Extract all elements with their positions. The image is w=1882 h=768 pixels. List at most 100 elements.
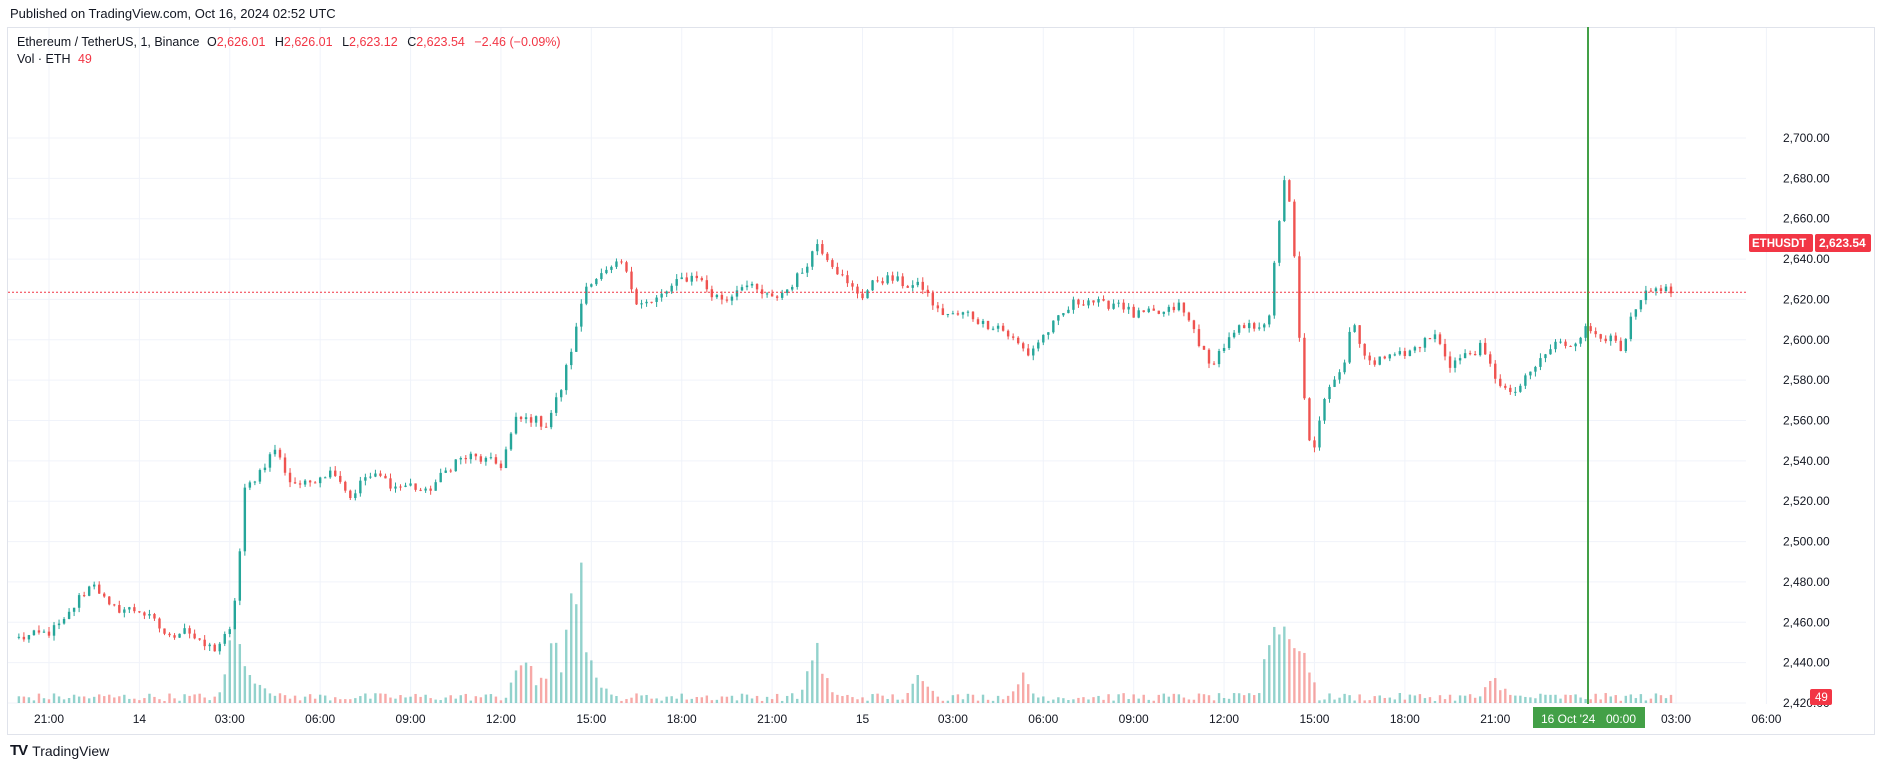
volume-bar [991, 700, 995, 703]
volume-bar [288, 698, 292, 703]
x-tick-label: 03:00 [938, 712, 968, 726]
volume-bar [1539, 693, 1542, 703]
volume-bar [519, 665, 523, 703]
candle-up [1393, 354, 1397, 356]
x-tick-label: 06:00 [1028, 712, 1058, 726]
grid-lines [8, 28, 1767, 704]
volume-bar [1383, 697, 1386, 703]
footer-brand[interactable]: TV TradingView [10, 742, 109, 759]
candle-down [499, 463, 503, 469]
volume-bar [218, 692, 221, 703]
x-tick-label: 14 [133, 712, 147, 726]
volume-bar [775, 693, 779, 703]
volume-bar [278, 693, 282, 703]
candle-down [379, 473, 382, 476]
candle-down [1192, 320, 1196, 330]
volume-bar [499, 700, 503, 703]
candle-up [223, 633, 226, 644]
volume-bar [976, 700, 980, 703]
volume-bar [17, 696, 21, 703]
volume-bar [981, 694, 985, 703]
candle-up [1529, 371, 1532, 376]
candle-down [313, 482, 317, 484]
candle-up [1524, 375, 1527, 386]
volume-bar [419, 696, 422, 703]
candle-up [62, 618, 66, 624]
volume-bar [1072, 699, 1075, 703]
candle-down [625, 262, 628, 272]
volume-bar [740, 693, 744, 703]
volume-bar [615, 695, 618, 703]
volume-bar [1278, 634, 1281, 703]
candle-up [1433, 334, 1437, 340]
volume-bar [1509, 694, 1512, 703]
candle-down [153, 614, 156, 619]
volume-bar [1217, 693, 1221, 703]
volume-bar [253, 683, 257, 703]
candle-down [449, 470, 452, 472]
volume-bar [489, 694, 493, 703]
candle-up [1574, 343, 1577, 347]
volume-bar [1097, 695, 1100, 703]
volume-bar [118, 696, 121, 703]
volume-bar [1478, 696, 1482, 703]
volume-bar [560, 672, 563, 703]
candle-up [886, 275, 889, 284]
candle-up [655, 297, 658, 302]
volume-bar [1117, 694, 1120, 703]
candle-up [424, 488, 427, 491]
volume-bar [1363, 700, 1366, 703]
candle-up [1072, 299, 1075, 310]
candle-down [1107, 300, 1110, 309]
volume-bar [1589, 699, 1592, 703]
candle-up [1458, 358, 1462, 361]
volume-bar [1453, 700, 1457, 703]
volume-bar [1669, 694, 1673, 703]
candle-down [1298, 256, 1301, 338]
candle-up [303, 480, 307, 485]
candle-down [695, 275, 698, 279]
candle-down [1564, 341, 1567, 346]
candle-up [1609, 335, 1612, 342]
volume-bar [143, 698, 146, 703]
volume-bar [1393, 699, 1397, 703]
legend-high-value: 2,626.01 [283, 35, 333, 49]
candle-down [1669, 286, 1673, 294]
y-tick-label: 2,500.00 [1783, 535, 1830, 549]
candle-up [660, 293, 663, 298]
volume-bar [98, 694, 101, 703]
candle-down [770, 293, 774, 297]
volume-bar [308, 694, 312, 703]
volume-bar [549, 643, 553, 703]
candle-down [384, 475, 387, 479]
volume-bar [1157, 694, 1160, 703]
volume-bar [585, 652, 588, 703]
volume-bar [871, 694, 874, 703]
volume-bar [248, 675, 252, 703]
price-label[interactable]: ETHUSDT 2,623.54 [1749, 234, 1871, 252]
candle-down [846, 275, 849, 284]
volume-bar [590, 660, 593, 703]
candle-down [188, 628, 191, 634]
volume-bar [52, 693, 56, 703]
volume-bar [484, 694, 488, 703]
volume-bar [1112, 700, 1115, 703]
volume-bar [1092, 697, 1095, 703]
candle-up [1117, 302, 1120, 304]
candle-up [484, 457, 488, 462]
candle-down [298, 483, 302, 485]
volume-bar [1162, 693, 1166, 703]
candle-down [630, 271, 633, 290]
volume-bar [1197, 693, 1201, 703]
x-tick-label: 12:00 [486, 712, 516, 726]
candle-up [675, 279, 678, 286]
candle-up [750, 283, 754, 286]
candle-up [42, 631, 46, 633]
volume-bar [67, 698, 71, 703]
candle-up [77, 595, 81, 608]
volume-bar [1564, 694, 1567, 703]
candle-up [1263, 324, 1266, 328]
candle-down [775, 296, 779, 298]
volume-bar [1443, 699, 1447, 703]
